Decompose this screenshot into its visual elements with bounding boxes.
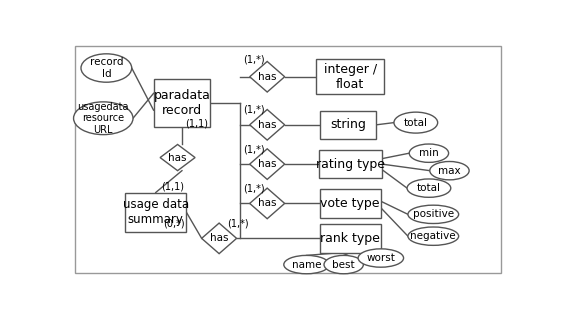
Ellipse shape — [409, 144, 448, 162]
Text: integer /
float: integer / float — [324, 63, 377, 91]
Ellipse shape — [408, 205, 459, 223]
Polygon shape — [250, 149, 285, 179]
Text: record
Id: record Id — [90, 57, 123, 79]
Text: paradata
record: paradata record — [153, 89, 210, 117]
Text: has: has — [258, 72, 276, 82]
FancyBboxPatch shape — [320, 189, 381, 218]
Text: usage data
summary: usage data summary — [123, 198, 189, 226]
FancyBboxPatch shape — [75, 46, 501, 273]
Text: (1,*): (1,*) — [244, 55, 265, 65]
Polygon shape — [250, 61, 285, 92]
Ellipse shape — [81, 54, 132, 82]
Text: positive: positive — [413, 209, 454, 219]
Text: string: string — [330, 118, 366, 131]
Text: (1,1): (1,1) — [186, 118, 209, 128]
FancyBboxPatch shape — [320, 111, 377, 139]
Text: name: name — [292, 260, 321, 270]
Ellipse shape — [430, 162, 469, 180]
Text: usagedata
resource
URL: usagedata resource URL — [77, 102, 129, 135]
Ellipse shape — [358, 249, 404, 267]
FancyBboxPatch shape — [153, 79, 210, 127]
Text: (0,*): (0,*) — [164, 218, 185, 228]
Text: vote type: vote type — [320, 197, 380, 210]
Text: best: best — [332, 260, 355, 270]
Ellipse shape — [324, 256, 363, 274]
Polygon shape — [202, 223, 237, 254]
Polygon shape — [250, 188, 285, 219]
Polygon shape — [160, 144, 195, 171]
FancyBboxPatch shape — [320, 224, 381, 253]
Text: (1,*): (1,*) — [244, 105, 265, 115]
Ellipse shape — [407, 179, 451, 197]
Text: has: has — [168, 153, 187, 163]
Polygon shape — [250, 110, 285, 140]
Text: rank type: rank type — [320, 232, 380, 245]
Ellipse shape — [408, 227, 459, 245]
Ellipse shape — [394, 112, 438, 133]
FancyBboxPatch shape — [319, 150, 382, 178]
Text: has: has — [258, 159, 276, 169]
Text: (1,*): (1,*) — [244, 144, 265, 154]
Text: max: max — [438, 166, 461, 176]
Text: rating type: rating type — [316, 158, 385, 171]
Text: (1,1): (1,1) — [161, 181, 184, 192]
Text: (1,*): (1,*) — [244, 183, 265, 193]
Text: has: has — [258, 198, 276, 208]
Text: has: has — [210, 233, 228, 243]
Text: (1,*): (1,*) — [227, 218, 249, 228]
Text: total: total — [417, 183, 441, 193]
Ellipse shape — [73, 102, 133, 135]
Text: negative: negative — [411, 231, 456, 241]
Text: min: min — [419, 148, 439, 158]
Ellipse shape — [284, 256, 329, 274]
Text: worst: worst — [367, 253, 395, 263]
Text: total: total — [404, 118, 428, 128]
FancyBboxPatch shape — [316, 59, 384, 94]
Text: has: has — [258, 120, 276, 130]
FancyBboxPatch shape — [125, 193, 186, 232]
